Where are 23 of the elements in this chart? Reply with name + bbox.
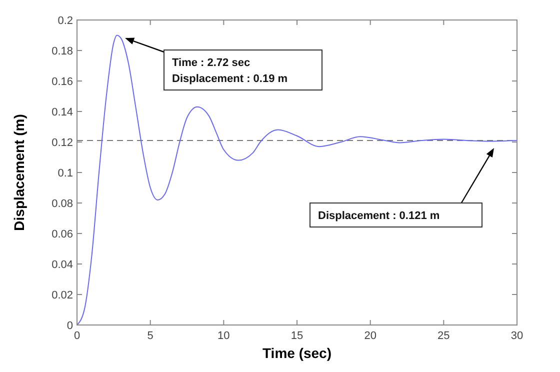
y-tick-label: 0.16 (52, 76, 73, 88)
y-tick-label: 0.08 (52, 198, 73, 210)
line-series (76, 34, 518, 326)
x-tick-label: 5 (147, 330, 154, 342)
x-tick-label: 30 (510, 330, 524, 342)
annotation: Time : 2.72 sec Displacement : 0.19 m (172, 57, 288, 85)
y-tick-label: 0.02 (52, 290, 73, 302)
y-tick-label: 0.14 (52, 106, 73, 118)
y-tick-label: 0.06 (52, 228, 73, 240)
y-tick-label: 0.18 (52, 46, 73, 58)
y-tick-label: 0.2 (58, 15, 73, 27)
x-tick-label: 20 (364, 330, 376, 342)
y-tick-label: 0.04 (52, 259, 73, 271)
y-tick-label: 0.12 (52, 137, 73, 149)
x-tick-label: 25 (438, 330, 450, 342)
x-tick-label: 10 (218, 330, 230, 342)
y-axis-title: Displacement (m) (11, 114, 27, 231)
y-tick-label: 0.1 (58, 168, 73, 180)
annotation: Displacement : 0.121 m (318, 210, 440, 222)
x-axis-title: Time (sec) (262, 345, 332, 361)
x-tick-label: 15 (290, 330, 304, 342)
x-tick-label: 0 (74, 330, 80, 342)
y-tick-label: 0 (66, 320, 73, 332)
